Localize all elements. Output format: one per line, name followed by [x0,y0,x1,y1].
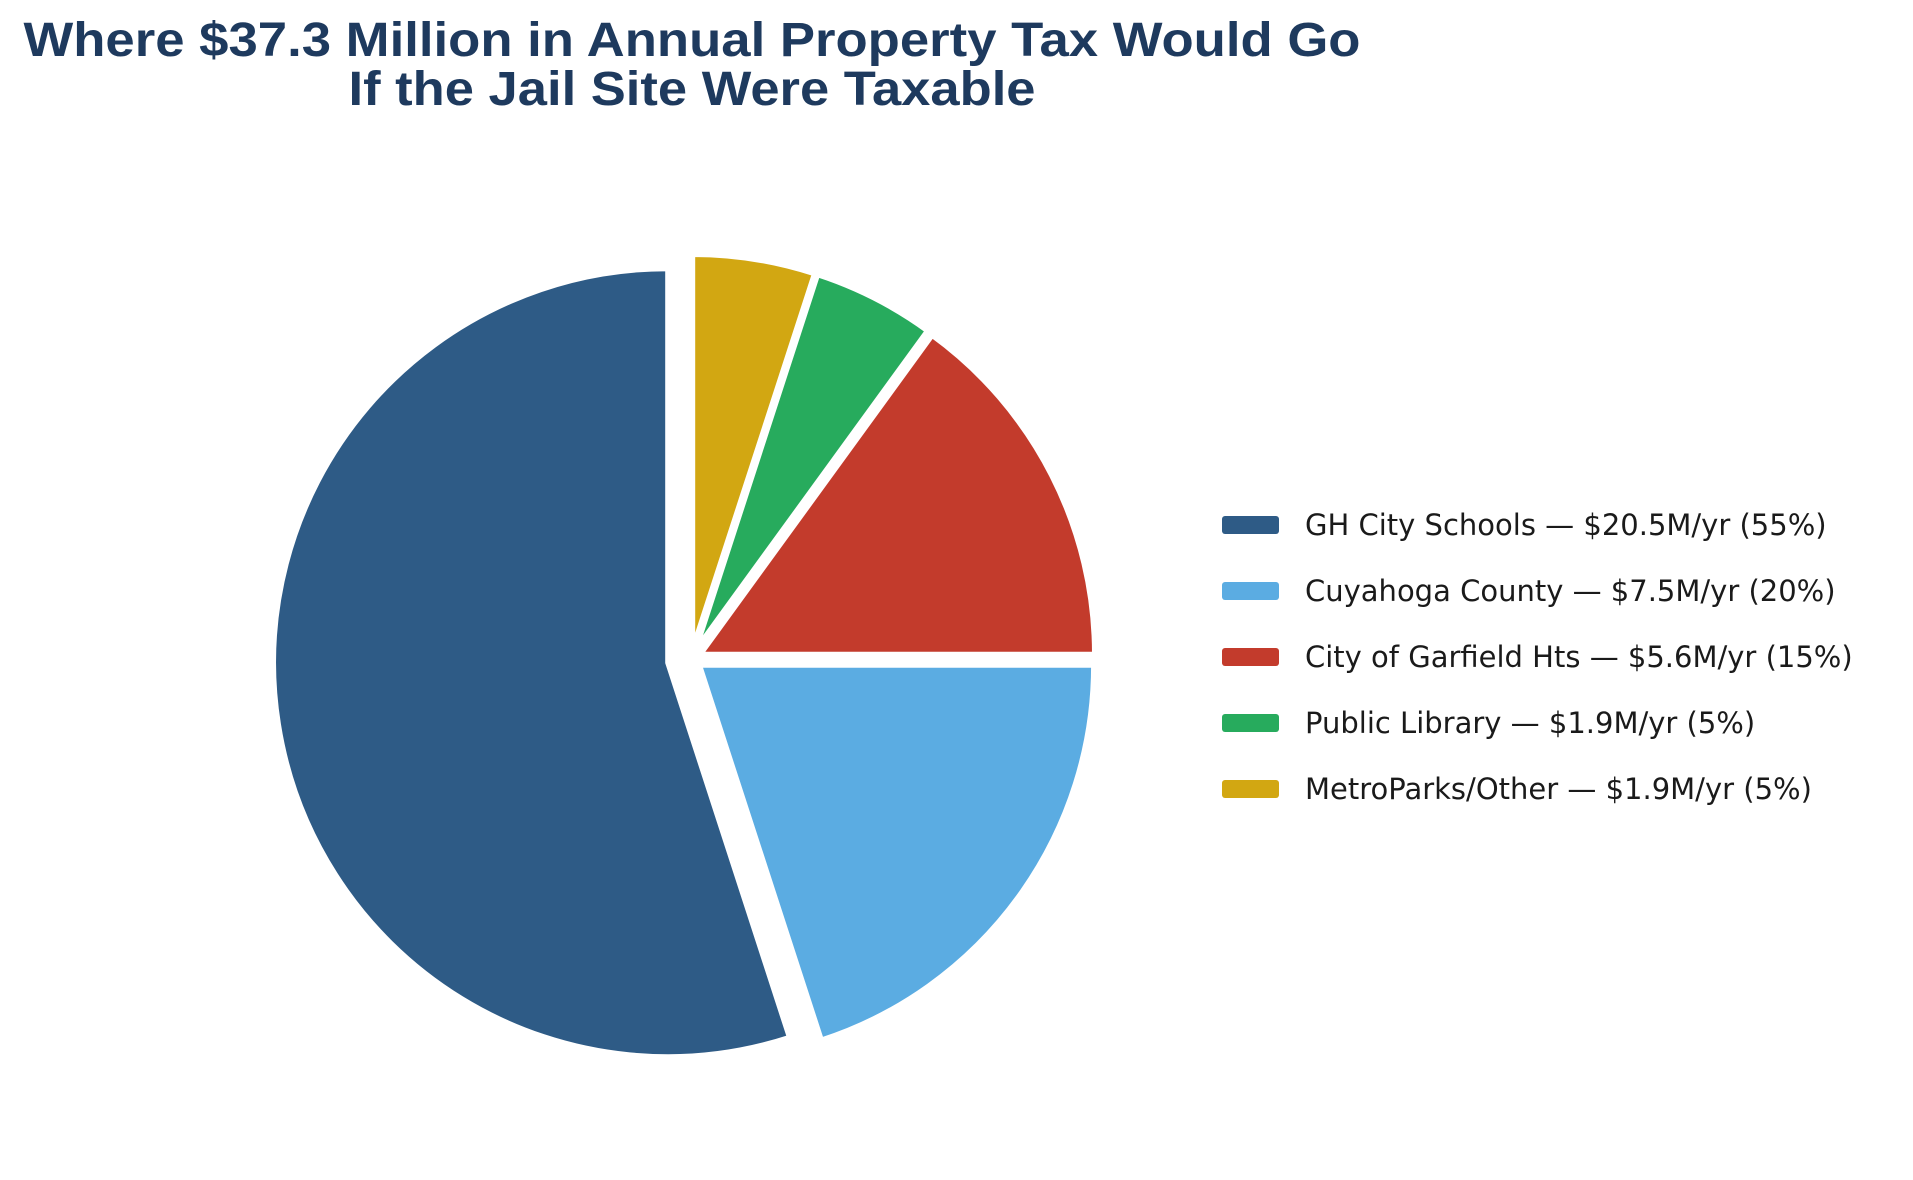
legend-item: City of Garfield Hts — $5.6M/yr (15%) [1222,624,1853,690]
pie-slice-city-of-garfield-hts [698,332,1097,657]
legend-label: GH City Schools — $20.5M/yr (55%) [1305,507,1827,542]
legend-swatch-public-library [1222,714,1279,732]
legend-swatch-cuyahoga-county [1222,582,1279,600]
chart-title-line2: If the Jail Site Were Taxable [349,63,1036,116]
legend-swatch-gh-city-schools [1222,516,1279,534]
chart-legend: GH City Schools — $20.5M/yr (55%) Cuyaho… [1222,492,1853,822]
pie-slice-cuyahoga-county [697,662,1097,1043]
legend-label: Public Library — $1.9M/yr (5%) [1305,705,1756,740]
legend-item: Public Library — $1.9M/yr (5%) [1222,690,1853,756]
legend-swatch-city-of-garfield-hts [1222,648,1279,666]
chart-title-line1: Where $37.3 Million in Annual Property T… [24,14,1361,67]
pie-slice-metroparks-other [690,252,817,651]
legend-label: City of Garfield Hts — $5.6M/yr (15%) [1305,639,1853,674]
legend-swatch-metroparks-other [1222,780,1279,798]
legend-item: MetroParks/Other — $1.9M/yr (5%) [1222,756,1853,822]
pie-chart [271,252,1097,1060]
pie-slice-gh-city-schools [271,266,792,1060]
legend-label: Cuyahoga County — $7.5M/yr (20%) [1305,573,1836,608]
legend-label: MetroParks/Other — $1.9M/yr (5%) [1305,771,1812,806]
legend-item: Cuyahoga County — $7.5M/yr (20%) [1222,558,1853,624]
pie-slice-public-library [693,272,930,652]
legend-item: GH City Schools — $20.5M/yr (55%) [1222,492,1853,558]
